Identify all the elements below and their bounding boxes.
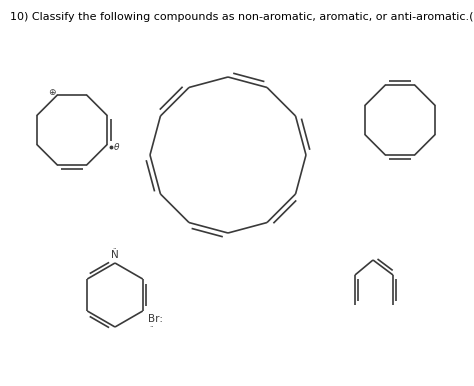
Text: ⊕: ⊕ (48, 88, 55, 97)
Text: θ: θ (113, 143, 119, 152)
Text: ⋅⋅: ⋅⋅ (113, 246, 117, 252)
Text: Br:: Br: (148, 314, 163, 324)
Text: N: N (111, 250, 119, 260)
Text: ⋅⋅: ⋅⋅ (149, 324, 154, 330)
Text: 10) Classify the following compounds as non-aromatic, aromatic, or anti-aromatic: 10) Classify the following compounds as … (10, 12, 474, 22)
